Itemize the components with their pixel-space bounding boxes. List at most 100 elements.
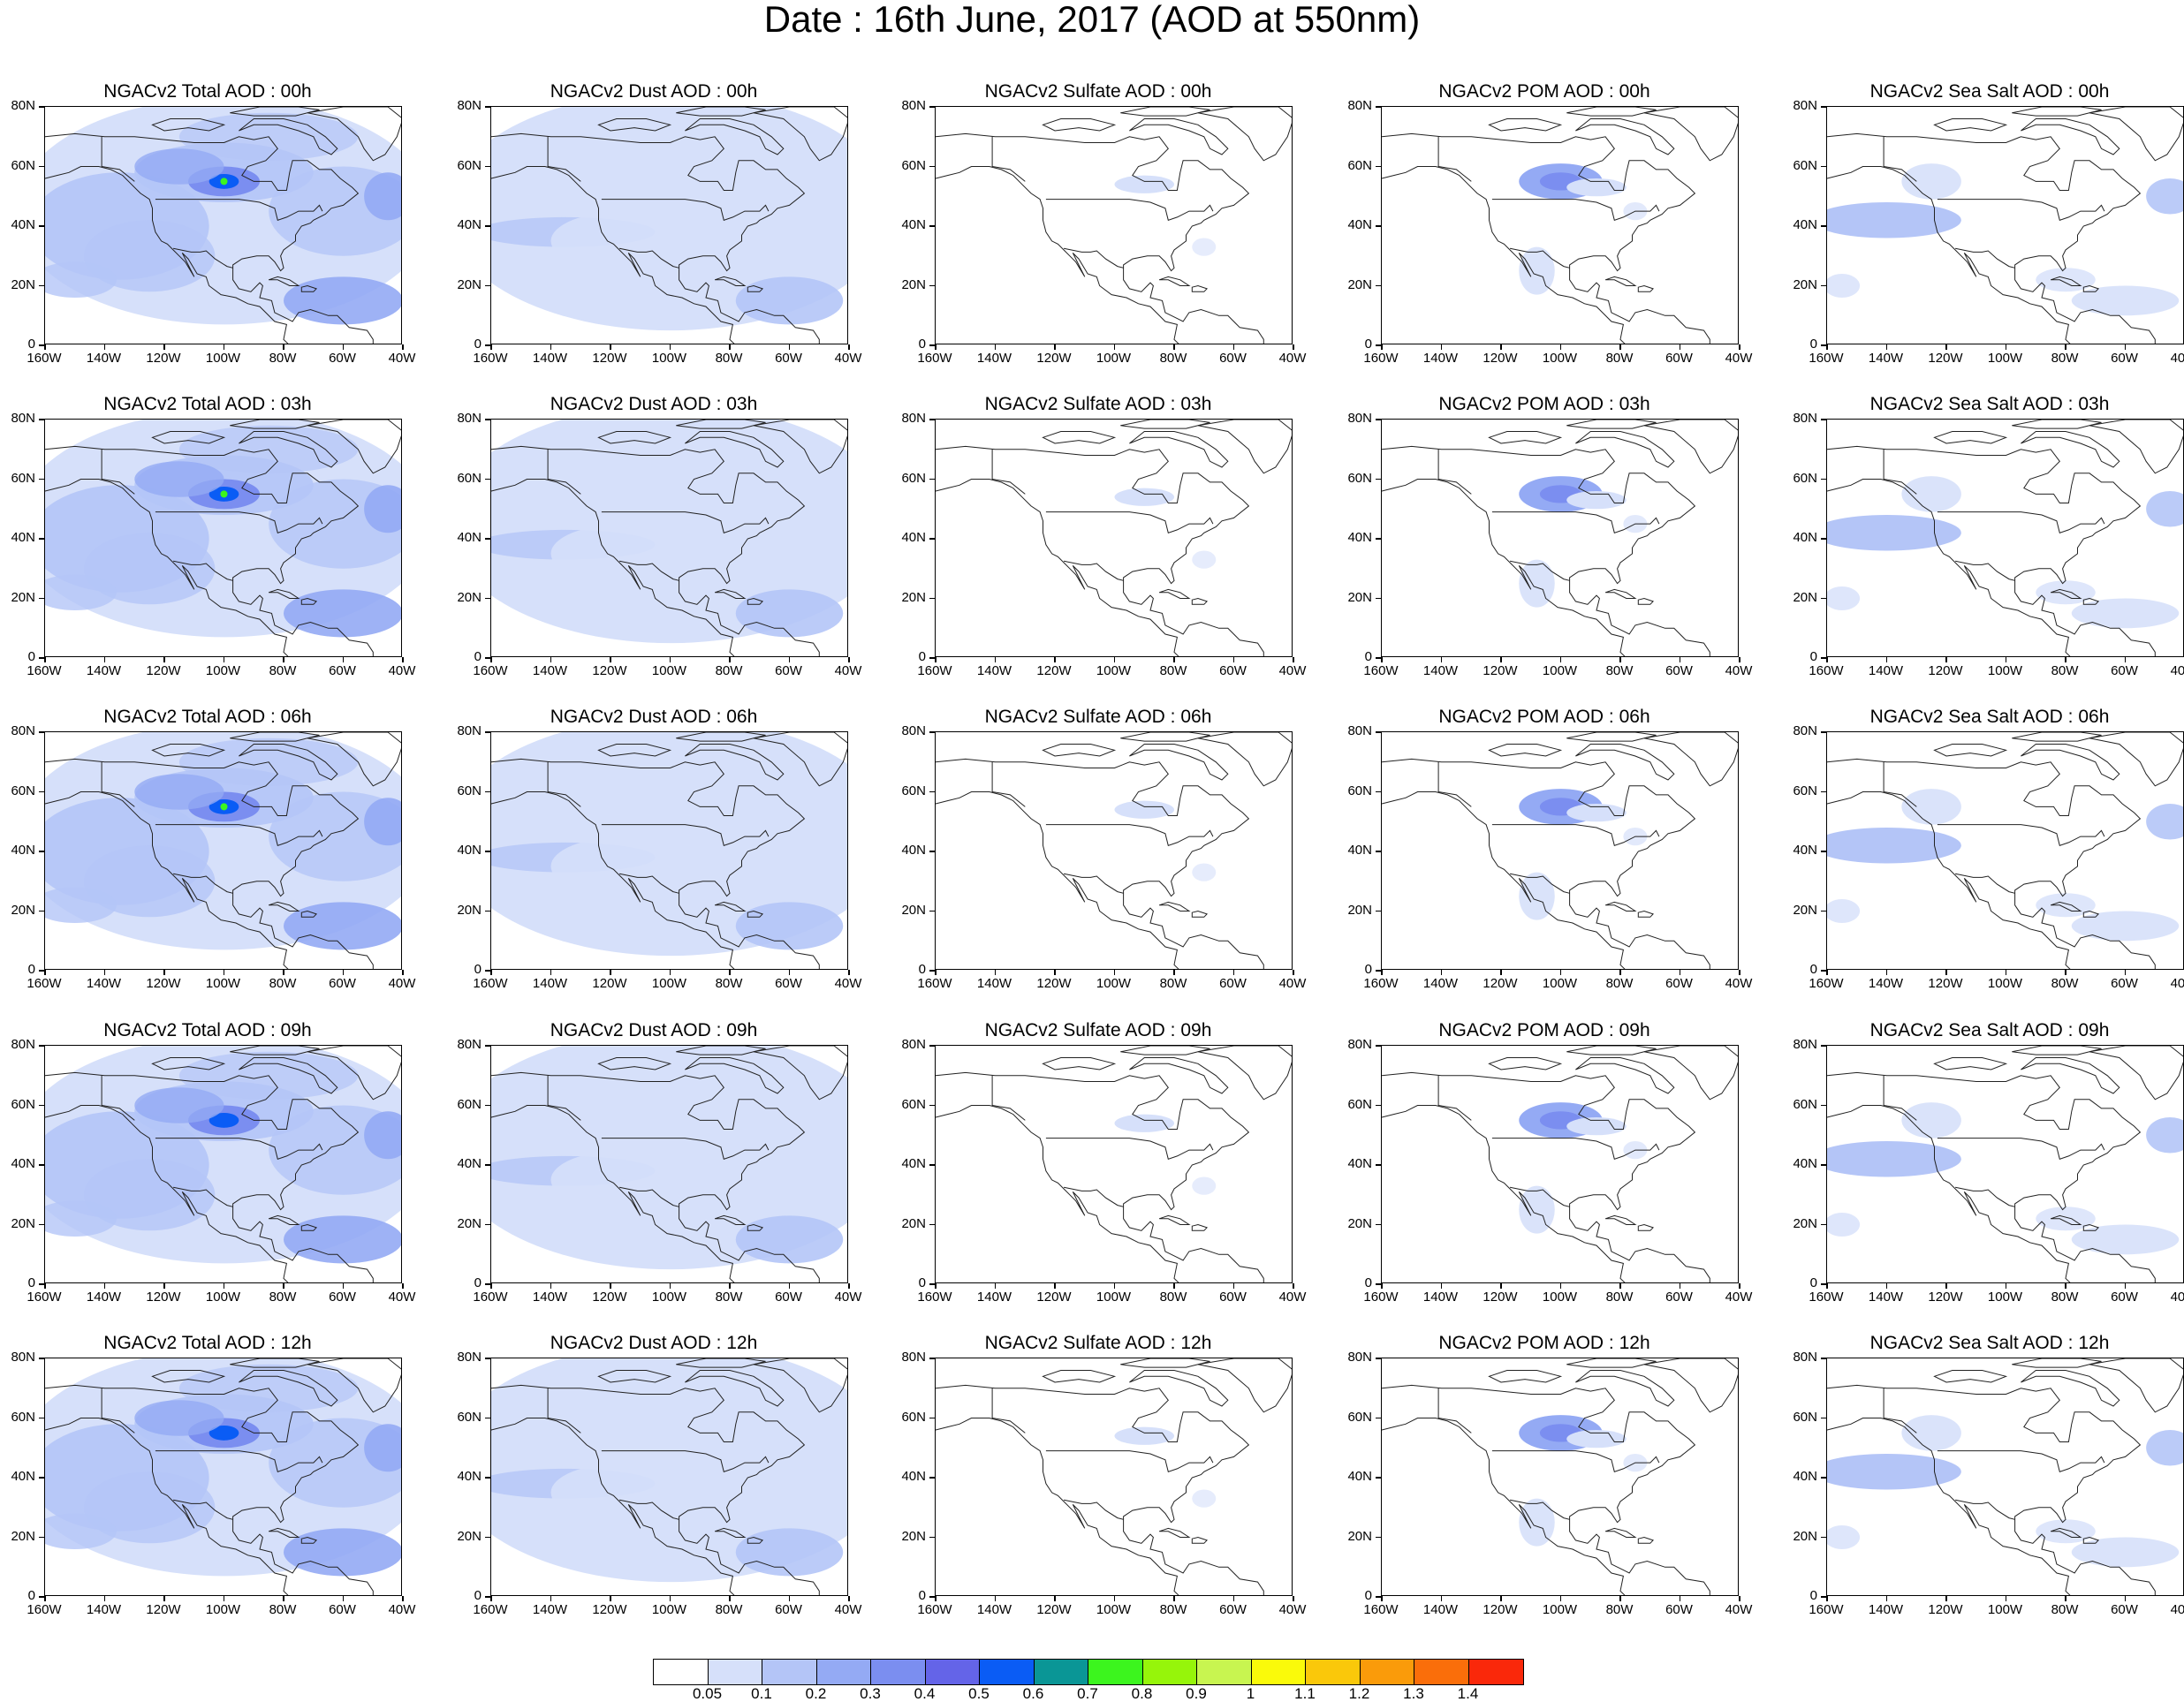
y-tick-label: 80N <box>1347 98 1372 113</box>
y-tick-mark <box>1376 790 1381 792</box>
y-tick-label: 0 <box>474 1275 482 1290</box>
coastline-cuba <box>714 1527 747 1538</box>
coastline-hispaniola <box>1191 597 1209 605</box>
x-tick-label: 60W <box>775 351 802 366</box>
y-tick-label: 20N <box>11 1528 35 1544</box>
aod-region <box>2146 1430 2183 1466</box>
x-tick-mark <box>103 344 105 350</box>
coastline-arctic <box>1042 118 1117 132</box>
coastline-east <box>491 132 820 344</box>
x-tick-label: 80W <box>1159 1290 1187 1305</box>
y-tick-mark <box>485 478 490 480</box>
border-us-mexico <box>1064 1499 1124 1520</box>
coastline-west <box>491 791 735 969</box>
x-tick-label: 40W <box>1278 663 1307 678</box>
coastline-arctic <box>597 1370 672 1383</box>
x-tick-mark <box>788 1596 790 1601</box>
aod-region <box>364 485 401 533</box>
coastline-hispaniola <box>300 284 318 292</box>
x-tick-mark <box>1173 657 1175 662</box>
y-tick-mark <box>39 1477 44 1479</box>
x-tick-label: 120W <box>1036 1290 1072 1305</box>
coastline-arctic <box>2021 744 2120 781</box>
x-tick-label: 160W <box>917 351 952 366</box>
border-us-canada <box>1045 511 1214 533</box>
border-us-canada <box>1937 511 2105 533</box>
x-tick-mark <box>163 970 165 975</box>
x-tick-label: 40W <box>1278 1290 1307 1305</box>
y-tick-label: 60N <box>1347 1409 1372 1425</box>
map-panel-pom-row-2: NGACv2 POM AOD : 06h 80N 60N 40N 20N 0 160W 140… <box>1337 707 1752 998</box>
x-tick-label: 80W <box>269 351 297 366</box>
x-tick-label: 140W <box>532 1290 568 1305</box>
x-tick-mark <box>1500 1283 1502 1289</box>
border-us-canada <box>1045 824 1214 846</box>
y-tick-mark <box>485 910 490 912</box>
coastline-east <box>491 758 820 969</box>
x-tick-label: 80W <box>715 1290 743 1305</box>
x-tick-mark <box>1826 1596 1828 1601</box>
y-tick-mark <box>1376 1596 1381 1598</box>
y-tick-mark <box>1376 1164 1381 1166</box>
x-tick-mark <box>550 657 551 662</box>
x-tick-label: 60W <box>1665 976 1693 991</box>
y-tick-mark <box>1821 1477 1826 1479</box>
y-tick-label: 0 <box>474 962 482 977</box>
x-tick-label: 40W <box>388 976 416 991</box>
coastline-arctic <box>676 1046 766 1055</box>
map-frame <box>1826 1045 2184 1283</box>
coastline-arctic <box>239 118 338 155</box>
coastline-arctic <box>1488 431 1563 444</box>
border-us-mexico <box>173 1499 233 1520</box>
border-us-mexico <box>1955 1186 2015 1207</box>
x-tick-mark <box>402 970 404 975</box>
x-tick-mark <box>223 657 224 662</box>
border-us-mexico <box>173 560 233 581</box>
x-tick-label: 60W <box>2111 351 2138 366</box>
aod-map <box>45 107 401 344</box>
y-tick-mark <box>1376 1536 1381 1538</box>
y-tick-label: 20N <box>457 1215 482 1231</box>
x-tick-label: 40W <box>388 1602 416 1617</box>
y-tick-label: 80N <box>1793 98 1817 113</box>
x-tick-label: 60W <box>775 1290 802 1305</box>
x-tick-mark <box>2124 1283 2126 1289</box>
panel-title: NGACv2 Sea Salt AOD : 09h <box>1869 1020 2110 1040</box>
colorbar-swatch <box>1468 1660 1523 1684</box>
map-panel-dust-row-4: NGACv2 Dust AOD : 12h 80N 60N 40N 20N 0 160W 14… <box>446 1333 861 1624</box>
coastline-greenland <box>307 107 401 162</box>
x-tick-mark <box>1054 344 1056 350</box>
panel-title: NGACv2 Dust AOD : 06h <box>550 707 758 727</box>
x-tick-label: 40W <box>2170 663 2184 678</box>
aod-region <box>45 887 117 923</box>
y-tick-mark <box>1821 1104 1826 1106</box>
x-tick-mark <box>1500 970 1502 975</box>
coastline-greenland <box>1643 1046 1738 1101</box>
coastline-hispaniola <box>2082 284 2100 292</box>
border-us-canada <box>1045 1138 1214 1160</box>
aod-region <box>45 574 117 610</box>
coastline-hispaniola <box>300 1536 318 1544</box>
panel-title: NGACv2 POM AOD : 12h <box>1438 1333 1650 1353</box>
x-tick-label: 120W <box>592 1602 627 1617</box>
panel-title: NGACv2 Sea Salt AOD : 03h <box>1869 394 2110 414</box>
map-frame <box>490 106 848 344</box>
y-tick-label: 60N <box>1347 1096 1372 1112</box>
aod-region <box>45 1513 117 1549</box>
y-tick-label: 20N <box>1347 589 1372 605</box>
panel-title: NGACv2 Dust AOD : 00h <box>550 81 758 102</box>
y-tick-mark <box>1821 538 1826 540</box>
x-tick-mark <box>1559 344 1561 350</box>
x-tick-label: 100W <box>205 1602 241 1617</box>
x-tick-mark <box>1500 657 1502 662</box>
x-tick-label: 40W <box>834 976 862 991</box>
x-tick-mark <box>1054 970 1056 975</box>
x-tick-label: 160W <box>473 976 508 991</box>
x-tick-mark <box>1885 1283 1887 1289</box>
aod-region <box>284 589 401 638</box>
x-tick-mark <box>2124 344 2126 350</box>
x-tick-label: 80W <box>269 976 297 991</box>
coastline-arctic <box>685 1370 785 1407</box>
y-tick-label: 60N <box>1793 157 1817 173</box>
map-panel-seasalt-row-0: NGACv2 Sea Salt AOD : 00h 80N 60N 40N 20N 0 16… <box>1782 81 2184 373</box>
